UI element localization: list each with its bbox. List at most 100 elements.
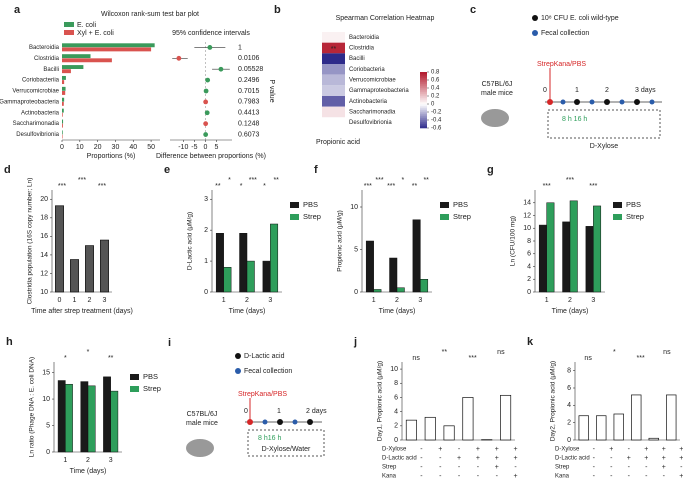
bar (65, 383, 73, 453)
x-tick-label: 2 (245, 297, 249, 304)
y-tick-label: 6 (527, 251, 531, 258)
chart-title: 95% confidence intervals (172, 30, 250, 37)
y-axis-label: Propionic acid (μM/g) (337, 210, 344, 272)
x-axis-label: Time (days) (70, 468, 107, 475)
colorbar-step (420, 80, 427, 83)
colorbar-label: -0.4 (431, 118, 442, 124)
panel-label: f (314, 164, 318, 176)
treatment-mark: - (628, 473, 631, 480)
significance: *** (387, 183, 395, 190)
row-label: Bacilli (349, 56, 365, 62)
bar (443, 425, 455, 441)
legend-swatch (130, 386, 139, 392)
significance: ns (584, 355, 592, 362)
treatment-mark: + (495, 446, 499, 453)
bar (596, 415, 607, 441)
legend-label: E. coli (77, 22, 97, 29)
p-value: 0.4413 (238, 110, 260, 117)
x-tick-label: 50 (147, 144, 155, 151)
dot (560, 99, 566, 105)
bar (389, 257, 398, 293)
x-tick-label: 2 (88, 297, 92, 304)
cell (322, 64, 345, 75)
cell (322, 42, 345, 54)
p-value: 0.05528 (238, 66, 263, 73)
y-tick-label: 16 (40, 233, 48, 240)
y-tick-label: 5 (354, 246, 358, 253)
x-tick-label: 30 (112, 144, 120, 151)
treatment-mark: - (593, 464, 596, 471)
y-tick-label: 20 (40, 196, 48, 203)
y-tick-label: 2 (567, 420, 571, 427)
legend-swatch (613, 214, 622, 220)
x-axis-label: Difference between proportions (%) (156, 153, 266, 160)
treatment-mark: - (420, 473, 423, 480)
x-axis-label: Time (days) (552, 308, 589, 315)
y-tick-label: 10 (390, 366, 398, 373)
y-tick-label: 0 (46, 449, 50, 456)
bar (239, 233, 248, 293)
dot (262, 419, 268, 425)
bar (424, 416, 436, 441)
significance: * (87, 349, 90, 356)
treatment-mark: + (662, 455, 666, 462)
x-tick-label: 1 (222, 297, 226, 304)
diet: D-Xylose (590, 143, 619, 150)
legend-text: Fecal collection (541, 30, 589, 37)
significance: * (263, 183, 266, 190)
treatment-name: D-Lactic acid (382, 456, 417, 462)
panel-label: j (353, 336, 357, 348)
bar (62, 97, 65, 102)
bar (62, 101, 64, 106)
legend-label: Strep (303, 212, 321, 221)
y-axis-label: D-Lactic acid (μM/g) (187, 212, 194, 270)
bar (270, 223, 279, 293)
p-value: 0.1248 (238, 121, 260, 128)
treatment: StrepKana/PBS (537, 61, 586, 68)
dot (649, 99, 655, 105)
bar (262, 260, 271, 293)
treatment-mark: - (680, 464, 683, 471)
treatment-mark: - (593, 446, 596, 453)
bar (62, 112, 63, 117)
row-label: Verrucomicrobiae (349, 78, 396, 84)
colorbar-step (420, 100, 427, 103)
point (203, 99, 209, 105)
treatment-name: D-Xylose (382, 447, 407, 453)
bar (55, 205, 64, 293)
significance: *** (78, 177, 86, 184)
treatment-name: D-Xylose (555, 447, 580, 453)
row-label: Clostridia (349, 46, 375, 52)
p-value: 0.0106 (238, 55, 260, 62)
colorbar-label: -0.2 (431, 110, 442, 116)
colorbar-label: 0.6 (431, 78, 440, 84)
bar (365, 240, 374, 293)
significance: ** (108, 355, 114, 362)
treatment-mark: - (628, 464, 631, 471)
diet-box (247, 429, 325, 457)
bar (62, 123, 63, 128)
treatment-mark: - (439, 455, 442, 462)
treatment-mark: - (439, 473, 442, 480)
treatment-mark: - (645, 464, 648, 471)
legend-swatch (440, 214, 449, 220)
legend-swatch (130, 374, 139, 380)
y-tick-label: 2 (394, 423, 398, 430)
bar (62, 47, 152, 52)
x-tick-label: -10 (178, 144, 188, 151)
colorbar-step (420, 86, 427, 89)
significance: ** (215, 183, 221, 190)
bar (62, 130, 63, 135)
mouse-label: C57BL/6J (187, 411, 218, 418)
treatment-mark: - (496, 473, 499, 480)
treatment-mark: - (610, 473, 613, 480)
p-value: 0.7015 (238, 88, 260, 95)
y-tick-label: 10 (42, 396, 50, 403)
y-tick-label: 15 (42, 369, 50, 376)
treatment-mark: - (610, 464, 613, 471)
treatment-mark: + (476, 455, 480, 462)
y-tick-label: Bacilli (43, 67, 59, 73)
y-tick-label: 12 (523, 212, 531, 219)
treatment-mark: - (663, 473, 666, 480)
